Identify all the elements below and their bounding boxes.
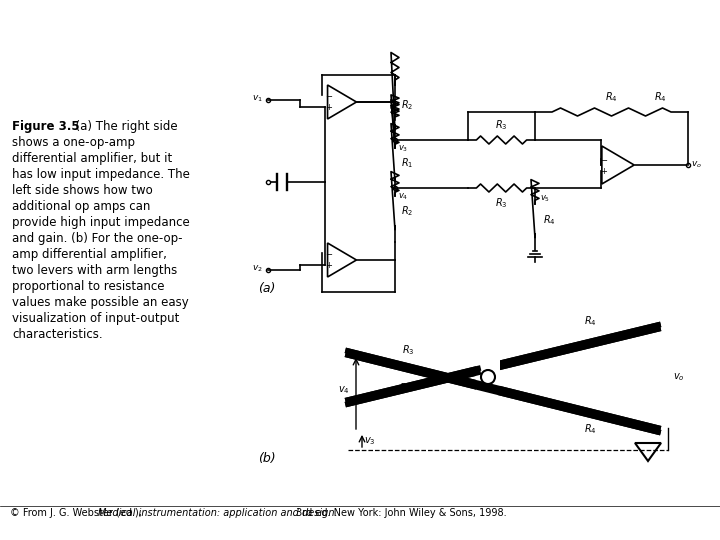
Text: $v_2$: $v_2$ xyxy=(252,264,263,274)
Text: (a) The right side: (a) The right side xyxy=(68,120,178,133)
Text: © From J. G. Webster (ed.),: © From J. G. Webster (ed.), xyxy=(10,508,145,518)
Text: (b): (b) xyxy=(258,452,276,465)
Text: $v_5$: $v_5$ xyxy=(540,193,550,204)
Text: two levers with arm lengths: two levers with arm lengths xyxy=(12,264,177,277)
Text: differential amplifier, but it: differential amplifier, but it xyxy=(12,152,172,165)
Text: $v_4$: $v_4$ xyxy=(338,384,350,396)
Text: proportional to resistance: proportional to resistance xyxy=(12,280,164,293)
Text: provide high input impedance: provide high input impedance xyxy=(12,216,190,229)
Text: additional op amps can: additional op amps can xyxy=(12,200,150,213)
Text: left side shows how two: left side shows how two xyxy=(12,184,153,197)
Text: shows a one-op-amp: shows a one-op-amp xyxy=(12,136,135,149)
Text: $R_2$: $R_2$ xyxy=(401,98,413,112)
Text: $R_4$: $R_4$ xyxy=(543,213,556,227)
Text: (a): (a) xyxy=(258,282,275,295)
Text: amp differential amplifier,: amp differential amplifier, xyxy=(12,248,167,261)
Text: $v_3$: $v_3$ xyxy=(398,144,408,154)
Text: $R_3$: $R_3$ xyxy=(495,118,508,132)
Text: $-$: $-$ xyxy=(325,91,333,99)
Text: and gain. (b) For the one-op-: and gain. (b) For the one-op- xyxy=(12,232,182,245)
Circle shape xyxy=(481,370,495,384)
Text: +: + xyxy=(600,166,608,176)
Text: characteristics.: characteristics. xyxy=(12,328,103,341)
Text: $R_3$: $R_3$ xyxy=(402,343,414,357)
Text: $R_4$: $R_4$ xyxy=(584,314,596,328)
Text: $R_4$: $R_4$ xyxy=(584,422,596,436)
Text: +: + xyxy=(325,103,333,111)
Text: has low input impedance. The: has low input impedance. The xyxy=(12,168,190,181)
Text: +: + xyxy=(325,260,333,269)
Text: Medical instrumentation: application and design.: Medical instrumentation: application and… xyxy=(98,508,338,518)
Text: $R_4$: $R_4$ xyxy=(654,90,667,104)
Text: $R_2$: $R_2$ xyxy=(401,204,413,218)
Text: Figure 3.5: Figure 3.5 xyxy=(12,120,80,133)
Text: $-$: $-$ xyxy=(600,154,608,164)
Text: $R_4$: $R_4$ xyxy=(605,90,617,104)
Text: $v_o$: $v_o$ xyxy=(673,371,685,383)
Text: values make possible an easy: values make possible an easy xyxy=(12,296,189,309)
Text: visualization of input-output: visualization of input-output xyxy=(12,312,179,325)
Text: $v_3$: $v_3$ xyxy=(364,435,376,447)
Text: $R_1$: $R_1$ xyxy=(401,156,413,170)
Text: $v_1$: $v_1$ xyxy=(252,94,263,104)
Text: $R_3$: $R_3$ xyxy=(495,196,508,210)
Text: $-$: $-$ xyxy=(325,248,333,258)
Text: $v_4$: $v_4$ xyxy=(398,192,408,202)
Bar xyxy=(476,359,500,395)
Text: $R_3$: $R_3$ xyxy=(399,381,411,395)
Text: 3rd ed. New York: John Wiley & Sons, 1998.: 3rd ed. New York: John Wiley & Sons, 199… xyxy=(293,508,507,518)
Text: $v_o$: $v_o$ xyxy=(691,160,702,170)
